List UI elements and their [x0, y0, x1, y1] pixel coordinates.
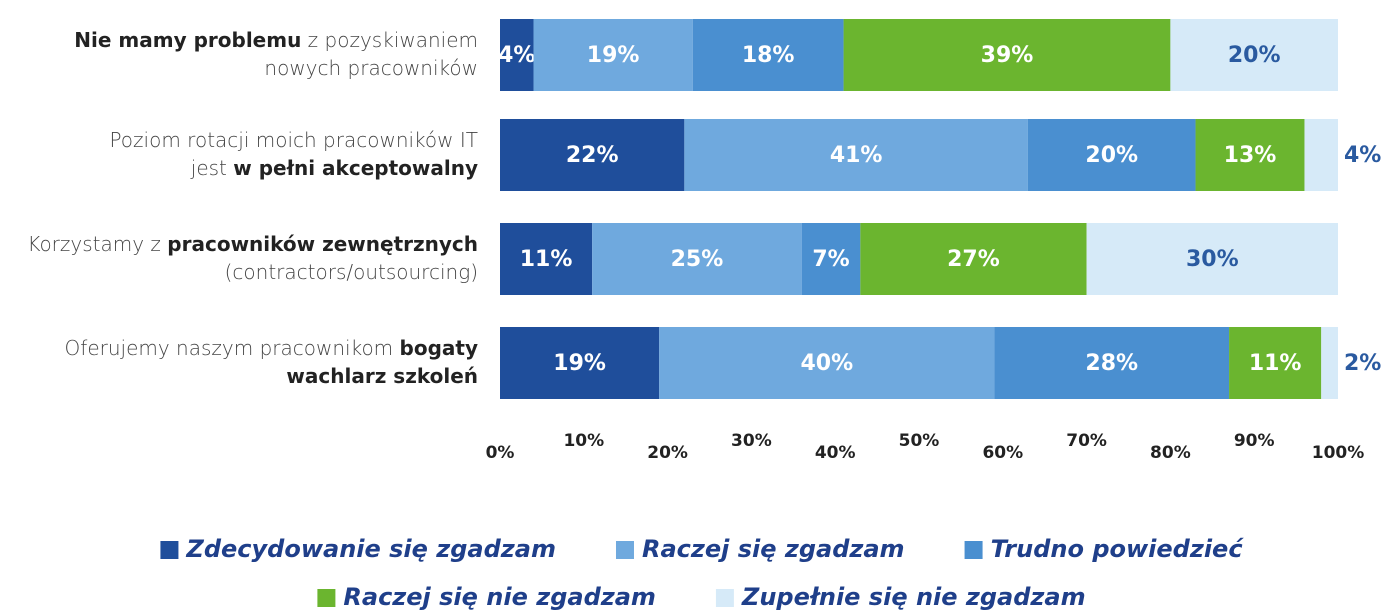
- category-label: Nie mamy problemu z pozyskiwaniem: [74, 28, 478, 52]
- legend-label: Raczej się zgadzam: [642, 535, 905, 563]
- data-label: 20%: [1228, 43, 1281, 68]
- x-tick-label: 80%: [1150, 443, 1191, 463]
- x-tick-label: 50%: [899, 431, 940, 451]
- legend-item: Zdecydowanie się zgadzam: [160, 535, 556, 563]
- category-label: jest w pełni akceptowalny: [190, 156, 478, 180]
- legend-item: Raczej się zgadzam: [616, 535, 905, 563]
- data-label: 19%: [587, 43, 640, 68]
- category-label-part: pracowników zewnętrznych: [167, 232, 478, 256]
- data-label: 4%: [1344, 143, 1381, 168]
- legend-label: Trudno powiedzieć: [991, 535, 1245, 563]
- data-label: 30%: [1186, 247, 1239, 272]
- legend-label: Zupełnie się nie zgadzam: [741, 583, 1086, 611]
- data-label: 20%: [1085, 143, 1138, 168]
- data-label: 7%: [812, 247, 849, 272]
- data-label: 11%: [1249, 351, 1302, 376]
- legend-swatch: [965, 541, 983, 559]
- legend-item: Zupełnie się nie zgadzam: [716, 583, 1086, 611]
- category-label: nowych pracowników: [264, 56, 478, 80]
- data-label: 28%: [1085, 351, 1138, 376]
- data-label: 18%: [742, 43, 795, 68]
- category-label-part: wachlarz szkoleń: [286, 364, 478, 388]
- data-label: 41%: [830, 143, 883, 168]
- chart: Nie mamy problemu z pozyskiwaniem nowych …: [0, 0, 1383, 612]
- category-label-part: nowych pracowników: [264, 56, 478, 80]
- data-label: 13%: [1224, 143, 1277, 168]
- x-tick-label: 20%: [647, 443, 688, 463]
- data-label: 40%: [800, 351, 853, 376]
- x-tick-label: 90%: [1234, 431, 1275, 451]
- x-tick-label: 40%: [815, 443, 856, 463]
- bar-segment: [1304, 119, 1338, 191]
- legend-swatch: [317, 589, 335, 607]
- legend-label: Zdecydowanie się zgadzam: [185, 535, 556, 563]
- bar-segment: [1321, 327, 1338, 399]
- category-label-part: (contractors/outsourcing): [225, 260, 478, 284]
- x-tick-label: 0%: [486, 443, 515, 463]
- category-label: Korzystamy z pracowników zewnętrznych: [27, 232, 478, 256]
- x-tick-label: 10%: [563, 431, 604, 451]
- data-label: 39%: [981, 43, 1034, 68]
- category-label-part: z pozyskiwaniem: [301, 28, 478, 52]
- category-label: (contractors/outsourcing): [225, 260, 478, 284]
- x-tick-label: 100%: [1312, 443, 1365, 463]
- category-label: wachlarz szkoleń: [286, 364, 478, 388]
- legend-item: Trudno powiedzieć: [965, 535, 1245, 563]
- x-tick-label: 70%: [1066, 431, 1107, 451]
- category-label: Poziom rotacji moich pracowników IT: [109, 128, 478, 152]
- category-label-part: Poziom rotacji moich pracowników IT: [109, 128, 478, 152]
- category-label-part: Oferujemy naszym pracownikom: [65, 336, 400, 360]
- data-label: 25%: [671, 247, 724, 272]
- data-label: 2%: [1344, 351, 1381, 376]
- legend-item: Raczej się nie zgadzam: [317, 583, 656, 611]
- data-label: 19%: [553, 351, 606, 376]
- x-tick-label: 60%: [982, 443, 1023, 463]
- x-tick-label: 30%: [731, 431, 772, 451]
- category-label: Oferujemy naszym pracownikom bogaty: [65, 336, 478, 360]
- legend-swatch: [716, 589, 734, 607]
- category-label-part: bogaty: [400, 336, 478, 360]
- category-label-part: w pełni akceptowalny: [233, 156, 478, 180]
- data-label: 22%: [566, 143, 619, 168]
- legend-swatch: [160, 541, 178, 559]
- legend-label: Raczej się nie zgadzam: [343, 583, 656, 611]
- legend-swatch: [616, 541, 634, 559]
- data-label: 27%: [947, 247, 1000, 272]
- data-label: 4%: [498, 43, 535, 68]
- category-label-part: jest: [190, 156, 233, 180]
- data-label: 11%: [520, 247, 573, 272]
- category-label-part: Nie mamy problemu: [74, 28, 301, 52]
- category-label-part: Korzystamy z: [27, 232, 167, 256]
